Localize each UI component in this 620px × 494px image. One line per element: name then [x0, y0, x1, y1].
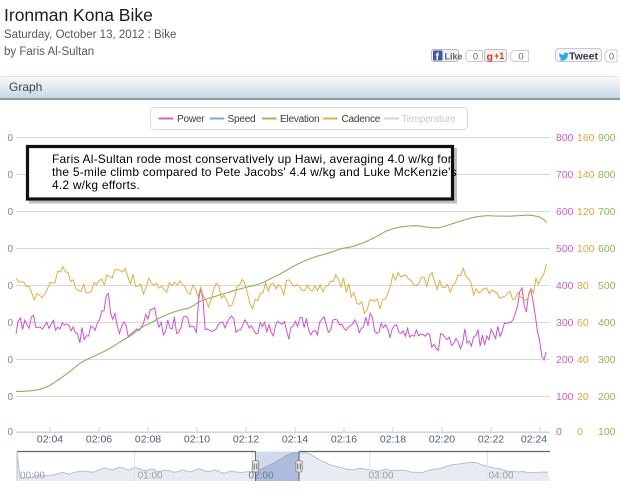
svg-text:02:14: 02:14: [282, 434, 308, 446]
svg-text:700: 700: [598, 206, 616, 218]
svg-text:Temperature: Temperature: [402, 114, 457, 125]
svg-text:02:20: 02:20: [429, 434, 455, 446]
svg-text:80: 80: [577, 280, 589, 292]
svg-text:0: 0: [473, 52, 478, 63]
svg-text:0: 0: [7, 207, 13, 218]
svg-text:Tweet: Tweet: [569, 51, 598, 63]
svg-text:0: 0: [7, 281, 13, 292]
svg-text:04:00: 04:00: [489, 471, 514, 482]
svg-text:100: 100: [577, 243, 595, 255]
svg-text:Speed: Speed: [228, 114, 256, 125]
svg-text:f: f: [436, 51, 440, 63]
svg-text:02:18: 02:18: [380, 434, 406, 446]
svg-text:600: 600: [598, 243, 616, 255]
svg-text:00:00: 00:00: [20, 471, 45, 482]
svg-text:800: 800: [556, 132, 574, 144]
svg-text:02:06: 02:06: [86, 434, 112, 446]
svg-text:200: 200: [598, 391, 616, 403]
svg-text:4.2 w/kg efforts.: 4.2 w/kg efforts.: [52, 178, 140, 192]
svg-text:200: 200: [556, 354, 574, 366]
svg-text:800: 800: [598, 169, 616, 181]
svg-text:02:22: 02:22: [478, 434, 504, 446]
svg-text:500: 500: [598, 280, 616, 292]
svg-text:20: 20: [577, 391, 589, 403]
svg-text:140: 140: [577, 169, 595, 181]
svg-text:300: 300: [598, 354, 616, 366]
svg-text:02:08: 02:08: [135, 434, 161, 446]
svg-text:Like: Like: [445, 51, 463, 61]
svg-text:02:16: 02:16: [331, 434, 357, 446]
svg-text:400: 400: [556, 280, 574, 292]
svg-text:0: 0: [518, 52, 523, 63]
svg-text:0: 0: [7, 170, 13, 181]
svg-text:0: 0: [7, 355, 13, 366]
svg-text:40: 40: [577, 354, 589, 366]
svg-text:60: 60: [577, 317, 589, 329]
svg-text:0: 0: [577, 426, 583, 438]
svg-text:03:00: 03:00: [369, 471, 394, 482]
svg-text:0: 0: [7, 133, 13, 144]
svg-text:160: 160: [577, 132, 595, 144]
svg-text:0: 0: [7, 392, 13, 403]
svg-text:300: 300: [556, 317, 574, 329]
svg-text:02:00: 02:00: [249, 471, 274, 482]
svg-text:0: 0: [7, 427, 13, 438]
svg-text:02:04: 02:04: [37, 434, 63, 446]
svg-text:01:00: 01:00: [138, 471, 163, 482]
svg-text:Elevation: Elevation: [280, 114, 319, 125]
svg-text:900: 900: [598, 132, 616, 144]
svg-text:Cadence: Cadence: [342, 114, 381, 125]
svg-text:02:12: 02:12: [233, 434, 259, 446]
svg-text:Power: Power: [177, 114, 205, 125]
svg-text:120: 120: [577, 206, 595, 218]
svg-text:0: 0: [609, 52, 614, 63]
svg-text:+1: +1: [494, 51, 504, 61]
svg-text:0: 0: [556, 426, 562, 438]
svg-text:600: 600: [556, 206, 574, 218]
svg-text:100: 100: [598, 426, 616, 438]
svg-text:02:24: 02:24: [521, 434, 547, 446]
svg-text:0: 0: [7, 244, 13, 255]
svg-text:100: 100: [556, 391, 574, 403]
svg-text:500: 500: [556, 243, 574, 255]
svg-text:400: 400: [598, 317, 616, 329]
svg-text:0: 0: [7, 318, 13, 329]
svg-text:02:10: 02:10: [184, 434, 210, 446]
svg-text:700: 700: [556, 169, 574, 181]
svg-text:g: g: [487, 51, 493, 63]
svg-text:the 5-mile climb compared to P: the 5-mile climb compared to Pete Jacobs…: [52, 165, 457, 179]
svg-text:Faris Al-Sultan rode most cons: Faris Al-Sultan rode most conservatively…: [52, 152, 452, 166]
